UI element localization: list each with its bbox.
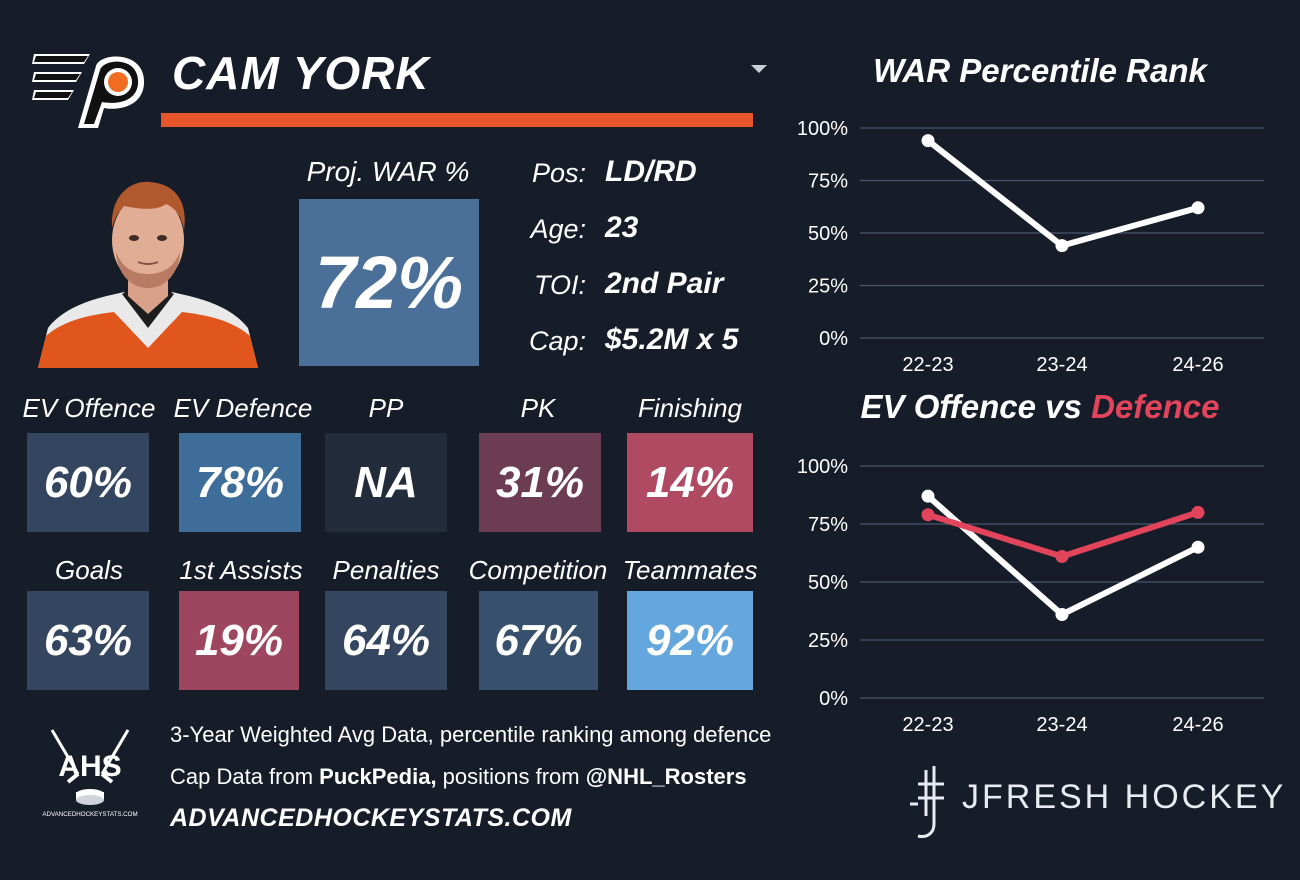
jfresh-logo (910, 766, 944, 838)
data-point (1191, 201, 1205, 215)
ev-chart-title-defence: Defence (1091, 388, 1220, 425)
data-point (1055, 607, 1069, 621)
stat-tile-penalties: 64% (325, 591, 447, 690)
y-tick-label: 100% (797, 118, 848, 140)
stat-value-1st-assists: 19% (194, 615, 284, 665)
data-point (1055, 239, 1069, 253)
footer-note: 3-Year Weighted Avg Data, percentile ran… (170, 722, 772, 747)
data-point (1191, 540, 1205, 554)
toi-value: 2nd Pair (605, 267, 724, 300)
footer-credits: Cap Data from PuckPedia, positions from … (170, 764, 747, 790)
stat-value-pk: 31% (495, 457, 585, 507)
brand-name: JFRESH HOCKEY (962, 778, 1287, 816)
stat-label-finishing: Finishing (637, 393, 743, 423)
y-tick-label: 50% (808, 572, 848, 594)
x-tick-label: 23-24 (1036, 714, 1087, 736)
x-tick-label: 24-26 (1172, 714, 1223, 736)
stat-label-ev-offence: EV Offence (22, 393, 156, 423)
toi-label: TOI: (533, 270, 586, 300)
age-label: Age: (530, 214, 586, 244)
stat-label-1st-assists: 1st Assists (179, 555, 303, 585)
stat-value-ev-defence: 78% (195, 457, 285, 507)
stat-value-pp: NA (354, 457, 418, 507)
cap-label: Cap: (528, 326, 586, 356)
y-tick-label: 75% (808, 171, 848, 193)
stat-tile-goals: 63% (27, 591, 149, 690)
stat-value-finishing: 14% (645, 457, 735, 507)
stat-label-teammates: Teammates (622, 555, 758, 585)
cap-value: $5.2M x 5 (605, 323, 739, 356)
stat-tile-1st-assists: 19% (179, 591, 299, 690)
footer-source: PuckPedia, (319, 764, 437, 789)
footer-handle: @NHL_Rosters (585, 764, 747, 789)
x-tick-label: 22-23 (902, 354, 953, 376)
stat-tile-finishing: 14% (627, 433, 753, 532)
stat-value-ev-offence: 60% (43, 457, 133, 507)
series-line (925, 137, 1201, 249)
ahs-logo-subtext: ADVANCEDHOCKEYSTATS.COM (42, 811, 137, 818)
stat-tile-pk: 31% (479, 433, 601, 532)
ahs-logo-text: AHS (58, 750, 121, 783)
x-tick-label: 22-23 (902, 714, 953, 736)
x-tick-label: 24-26 (1172, 354, 1223, 376)
stat-label-pk: PK (520, 393, 556, 423)
y-tick-label: 75% (808, 514, 848, 536)
stat-label-pp: PP (368, 393, 404, 423)
data-point (1055, 549, 1069, 563)
ahs-logo: AHS ADVANCEDHOCKEYSTATS.COM (42, 729, 138, 818)
stat-label-competition: Competition (468, 555, 608, 585)
stat-label-goals: Goals (55, 555, 123, 585)
stat-tile-competition: 67% (479, 591, 598, 690)
caret-down-icon[interactable] (748, 62, 770, 76)
pos-value: LD/RD (605, 155, 697, 188)
stat-label-penalties: Penalties (332, 555, 440, 585)
ev-chart-title-offence: EV Offence vs (860, 388, 1092, 425)
footer-credits-mid: positions from (436, 764, 586, 789)
player-headshot (38, 181, 258, 368)
data-point (921, 489, 935, 503)
stat-tile-teammates: 92% (627, 591, 753, 690)
war-percentile-chart: 0% 25% 50% 75% 100% 22-23 23-24 24-26 (797, 118, 1264, 376)
name-underline (161, 113, 753, 127)
stat-value-teammates: 92% (645, 615, 735, 665)
y-tick-label: 0% (819, 328, 848, 350)
stat-tile-ev-offence: 60% (27, 433, 149, 532)
player-name: CAM YORK (172, 47, 430, 99)
y-tick-label: 50% (808, 223, 848, 245)
ev-offence-defence-chart: 0% 25% 50% 75% 100% 22-23 23-24 24-26 (797, 456, 1264, 736)
data-point (1191, 505, 1205, 519)
stat-label-ev-defence: EV Defence (173, 393, 313, 423)
data-point (921, 134, 935, 148)
y-tick-label: 25% (808, 630, 848, 652)
data-point (921, 508, 935, 522)
stat-tile-ev-defence: 78% (179, 433, 301, 532)
footer-url: ADVANCEDHOCKEYSTATS.COM (170, 804, 572, 832)
pos-label: Pos: (531, 158, 586, 188)
y-tick-label: 0% (819, 688, 848, 710)
age-value: 23 (605, 211, 639, 244)
war-chart-title: WAR Percentile Rank (873, 52, 1207, 89)
stat-value-competition: 67% (494, 615, 583, 665)
y-tick-label: 25% (808, 276, 848, 298)
war-value: 72% (314, 241, 464, 324)
stat-value-penalties: 64% (341, 615, 431, 665)
ev-chart-title: EV Offence vs Defence (840, 388, 1240, 426)
y-tick-label: 100% (797, 456, 848, 478)
war-label: Proj. WAR % (306, 156, 470, 187)
stat-tile-pp: NA (325, 433, 447, 532)
footer-credits-prefix: Cap Data from (170, 764, 320, 789)
x-tick-label: 23-24 (1036, 354, 1087, 376)
stat-value-goals: 63% (43, 615, 133, 665)
flyers-logo (30, 44, 148, 130)
war-box: 72% (299, 199, 479, 366)
